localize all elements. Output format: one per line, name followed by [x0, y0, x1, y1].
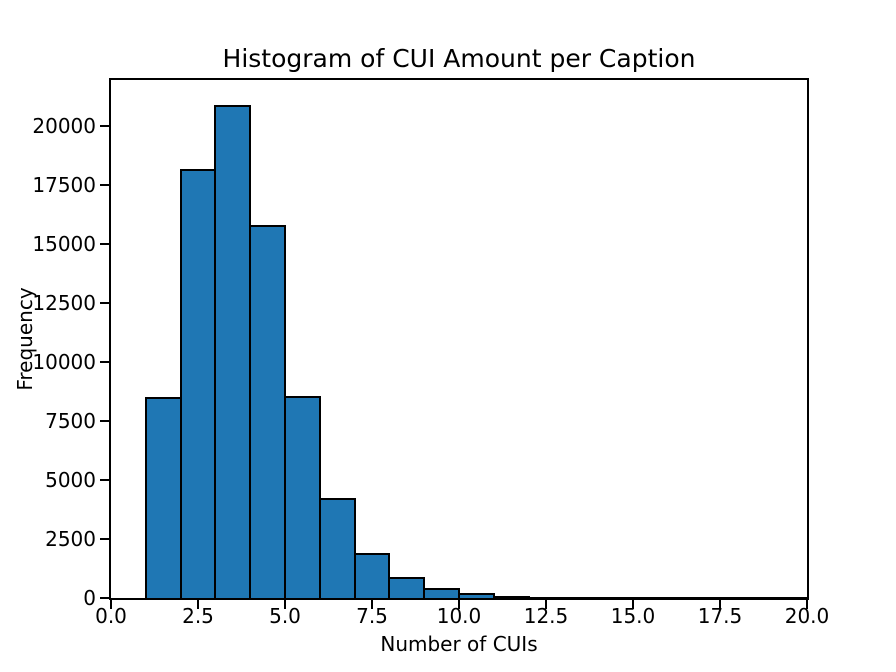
x-tick-label: 12.5 — [523, 604, 569, 628]
y-tick-label: 15000 — [32, 232, 96, 256]
histogram-bar — [562, 597, 600, 598]
y-tick-mark — [100, 184, 109, 187]
x-tick-label: 5.0 — [269, 604, 301, 628]
histogram-bar — [284, 396, 321, 598]
x-tick-mark — [806, 600, 808, 609]
x-tick-label: 10.0 — [436, 604, 482, 628]
histogram-bar — [318, 497, 356, 598]
y-tick-label: 10000 — [32, 350, 96, 374]
y-tick-mark — [100, 361, 109, 363]
y-tick-mark — [100, 243, 109, 245]
x-tick-mark — [545, 600, 547, 609]
histogram-bar — [666, 597, 704, 598]
y-tick-mark — [100, 420, 109, 422]
histogram-bar — [179, 168, 217, 598]
y-tick-label: 12500 — [32, 291, 96, 315]
y-tick-mark — [100, 125, 109, 128]
x-tick-label: 15.0 — [610, 604, 656, 628]
histogram-bar — [597, 597, 634, 598]
histogram-bar — [214, 104, 252, 598]
histogram-bar — [144, 397, 182, 598]
x-axis-label: Number of CUIs — [380, 632, 538, 656]
y-tick-mark — [100, 302, 109, 304]
y-tick-mark — [100, 538, 109, 540]
histogram-bar — [388, 576, 426, 598]
chart-title: Histogram of CUI Amount per Caption — [222, 44, 696, 73]
histogram-bar — [249, 225, 286, 598]
x-tick-label: 2.5 — [182, 604, 214, 628]
plot-area — [111, 80, 808, 598]
y-tick-label: 0 — [83, 586, 96, 610]
x-tick-mark — [458, 600, 460, 609]
y-axis-label-text: Frequency — [13, 287, 37, 391]
histogram-bar — [701, 597, 739, 598]
histogram-bar — [492, 595, 530, 598]
y-tick-label: 5000 — [45, 468, 96, 492]
x-tick-mark — [110, 600, 112, 609]
y-tick-label: 7500 — [45, 409, 96, 433]
y-tick-mark — [100, 479, 109, 481]
y-tick-label: 17500 — [32, 173, 96, 198]
y-tick-mark — [100, 597, 109, 599]
x-tick-mark — [371, 600, 373, 609]
x-tick-label: 7.5 — [356, 604, 388, 628]
x-tick-label: 0.0 — [95, 604, 127, 628]
histogram-bar — [423, 587, 460, 598]
y-tick-label: 20000 — [32, 114, 96, 139]
x-tick-mark — [284, 600, 286, 609]
x-tick-mark — [719, 600, 721, 609]
histogram-bar — [458, 592, 495, 598]
histogram-bar — [632, 597, 669, 598]
x-tick-mark — [197, 600, 199, 609]
histogram-bar — [771, 597, 808, 598]
histogram-bar — [353, 553, 391, 598]
histogram-bar — [527, 596, 565, 598]
x-tick-mark — [632, 600, 634, 609]
x-tick-label: 17.5 — [697, 604, 743, 628]
histogram-bar — [736, 597, 774, 598]
y-tick-label: 2500 — [45, 527, 96, 551]
x-tick-label: 20.0 — [784, 604, 830, 628]
